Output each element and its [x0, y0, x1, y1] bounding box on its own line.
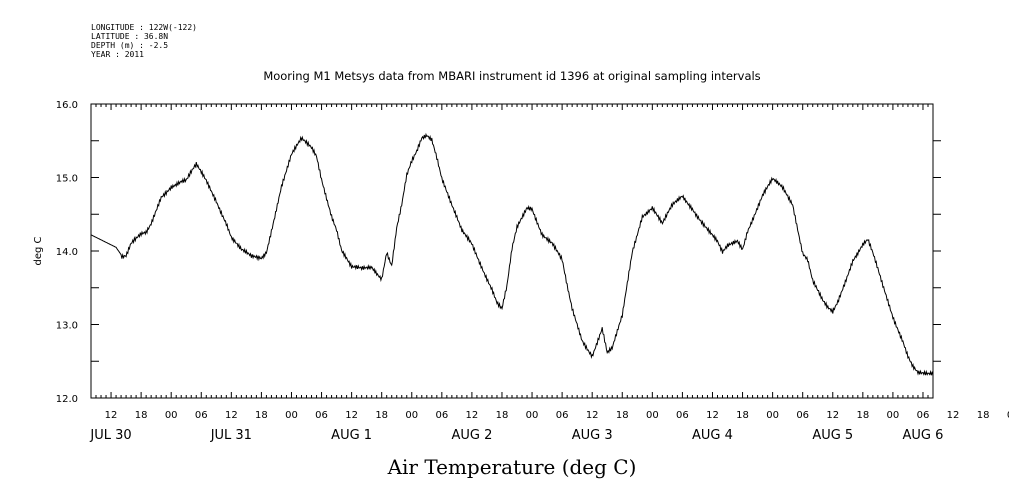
- x-tick-label: 18: [135, 410, 148, 421]
- meta-longitude: LONGITUDE : 122W(-122): [91, 23, 197, 32]
- x-tick-label: 00: [646, 410, 659, 421]
- x-tick-label: 12: [225, 410, 238, 421]
- y-tick-label: 13.0: [56, 321, 78, 332]
- series-line-air-temperature: [90, 132, 934, 376]
- x-tick-label: 18: [496, 410, 509, 421]
- x-tick-label: 00: [405, 410, 418, 421]
- x-tick-label: 06: [195, 410, 208, 421]
- meta-year: YEAR : 2011: [91, 50, 144, 59]
- x-tick-label: 06: [796, 410, 809, 421]
- x-tick-label: 00: [887, 410, 900, 421]
- y-tick-label: 16.0: [56, 100, 78, 111]
- x-tick-label: 18: [616, 410, 629, 421]
- x-tick-label: 06: [676, 410, 689, 421]
- x-tick-label: 12: [466, 410, 479, 421]
- x-tick-label: 12: [706, 410, 719, 421]
- date-label: JUL 31: [210, 428, 252, 443]
- date-label: JUL 30: [89, 428, 131, 443]
- y-tick-label: 15.0: [56, 174, 78, 185]
- chart-title: Mooring M1 Metsys data from MBARI instru…: [263, 69, 760, 83]
- date-labels: JUL 30 JUL 31 AUG 1 AUG 2 AUG 3 AUG 4 AUG 5 AUG…: [89, 428, 943, 443]
- date-label: AUG 2: [451, 428, 492, 443]
- x-tick-label: 00: [285, 410, 298, 421]
- y-axis-label: deg C: [33, 236, 44, 265]
- date-label: AUG 6: [903, 428, 944, 443]
- x-tick-label: 18: [375, 410, 388, 421]
- date-label: AUG 4: [692, 428, 733, 443]
- x-tick-label: 00: [526, 410, 539, 421]
- x-tick-label: 12: [947, 410, 960, 421]
- x-tick-label: 06: [556, 410, 569, 421]
- x-axis-label: Air Temperature (deg C): [387, 455, 637, 479]
- x-tick-label: 12: [826, 410, 839, 421]
- x-tick-label: 00: [1007, 410, 1009, 421]
- x-tick-label: 12: [586, 410, 599, 421]
- meta-depth: DEPTH (m) : -2.5: [91, 41, 168, 50]
- x-tick-label: 00: [766, 410, 779, 421]
- date-label: AUG 5: [812, 428, 853, 443]
- meta-latitude: LATITUDE : 36.8N: [91, 32, 168, 41]
- x-tick-label: 18: [977, 410, 990, 421]
- date-label: AUG 1: [331, 428, 372, 443]
- x-tick-label: 06: [435, 410, 448, 421]
- x-tick-label: 06: [917, 410, 930, 421]
- y-tick-label: 14.0: [56, 247, 78, 258]
- x-tick-label: 00: [165, 410, 178, 421]
- y-tick-label: 12.0: [56, 394, 78, 405]
- x-tick-label: 12: [105, 410, 118, 421]
- axis-ticks: [91, 104, 941, 398]
- x-tick-label: 18: [856, 410, 869, 421]
- x-tick-label: 18: [736, 410, 749, 421]
- x-tick-label: 12: [345, 410, 358, 421]
- date-label: AUG 3: [572, 428, 613, 443]
- x-tick-label: 06: [315, 410, 328, 421]
- x-tick-labels: 12 18 00 06 12 18 00 06 12 18 00 06 12 18 00 06 12 18 00 06…: [105, 410, 1009, 421]
- x-tick-label: 18: [255, 410, 268, 421]
- y-tick-labels: 12.0 13.0 14.0 15.0 16.0: [56, 100, 78, 405]
